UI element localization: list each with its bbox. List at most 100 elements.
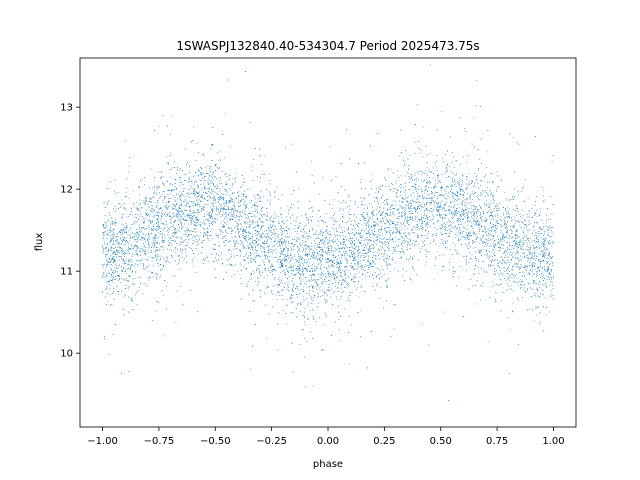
- data-point: [198, 238, 200, 240]
- data-point: [279, 263, 281, 265]
- data-point: [397, 189, 399, 191]
- data-point: [128, 230, 130, 232]
- data-point: [243, 237, 244, 239]
- data-point: [308, 245, 310, 247]
- data-point: [345, 273, 347, 274]
- data-point: [418, 219, 419, 221]
- data-point: [172, 213, 174, 215]
- data-point: [510, 237, 512, 239]
- data-point: [138, 233, 140, 235]
- data-point: [346, 262, 348, 264]
- data-point: [239, 277, 241, 279]
- data-point: [402, 251, 404, 253]
- data-point: [373, 226, 375, 228]
- data-point: [403, 163, 405, 165]
- data-point: [373, 252, 375, 253]
- data-point: [286, 305, 288, 307]
- data-point: [376, 205, 378, 207]
- data-point: [444, 197, 446, 199]
- data-point: [162, 223, 163, 225]
- data-point: [548, 277, 550, 279]
- data-point: [490, 218, 492, 220]
- data-point: [359, 251, 361, 253]
- data-point: [304, 307, 306, 309]
- data-point: [339, 298, 341, 300]
- data-point: [228, 179, 230, 181]
- data-point: [415, 184, 417, 186]
- data-point: [390, 188, 392, 190]
- data-point: [348, 239, 350, 241]
- data-point: [187, 228, 189, 230]
- data-point: [308, 292, 310, 294]
- data-point: [400, 175, 402, 177]
- data-point: [167, 248, 169, 250]
- data-point: [195, 234, 197, 236]
- data-point: [256, 266, 258, 268]
- data-point: [306, 286, 308, 288]
- data-point: [404, 160, 406, 162]
- data-point: [212, 197, 214, 199]
- data-point: [395, 304, 397, 306]
- data-point: [139, 209, 141, 211]
- data-point: [338, 249, 340, 251]
- data-point: [174, 197, 176, 199]
- data-point: [454, 226, 456, 228]
- data-point: [521, 246, 523, 248]
- data-point: [179, 182, 181, 184]
- data-point: [130, 227, 132, 229]
- data-point: [148, 245, 150, 247]
- data-point: [533, 234, 535, 236]
- data-point: [545, 219, 547, 221]
- data-point: [130, 232, 132, 234]
- data-point: [379, 211, 381, 213]
- data-point: [226, 264, 228, 266]
- data-point: [117, 239, 119, 241]
- data-point: [477, 266, 479, 268]
- data-point: [269, 193, 271, 195]
- data-point: [296, 215, 298, 217]
- data-point: [525, 236, 527, 238]
- data-point: [414, 184, 416, 186]
- data-point: [308, 265, 309, 267]
- data-point: [222, 224, 224, 226]
- data-point: [374, 239, 376, 241]
- data-point: [162, 248, 164, 250]
- data-point: [301, 215, 303, 217]
- data-point: [143, 222, 145, 224]
- data-point: [143, 264, 145, 265]
- data-point: [199, 200, 201, 202]
- data-point: [163, 222, 165, 224]
- data-point: [286, 304, 288, 306]
- data-point: [468, 203, 470, 205]
- data-point: [249, 202, 251, 204]
- data-point: [419, 226, 421, 227]
- data-point: [200, 232, 202, 234]
- data-point: [545, 314, 547, 316]
- data-point: [126, 249, 128, 251]
- data-point: [414, 152, 416, 154]
- data-point: [156, 234, 158, 236]
- data-point: [180, 200, 182, 202]
- data-point: [462, 175, 464, 177]
- data-point: [352, 238, 354, 240]
- data-point: [461, 236, 463, 238]
- data-point: [445, 226, 446, 228]
- data-point: [339, 340, 341, 342]
- data-point: [426, 178, 428, 180]
- data-point: [189, 206, 191, 208]
- data-point: [482, 190, 483, 192]
- data-point: [327, 226, 329, 228]
- data-point: [441, 209, 443, 211]
- data-point: [483, 176, 485, 178]
- data-point: [226, 190, 228, 192]
- data-point: [533, 255, 535, 257]
- data-point: [552, 233, 554, 235]
- data-point: [466, 176, 468, 178]
- data-point: [262, 221, 264, 223]
- data-point: [514, 220, 516, 221]
- data-point: [492, 244, 494, 246]
- data-point: [296, 239, 297, 241]
- data-point: [154, 244, 156, 246]
- data-point: [413, 245, 415, 247]
- data-point: [122, 204, 124, 206]
